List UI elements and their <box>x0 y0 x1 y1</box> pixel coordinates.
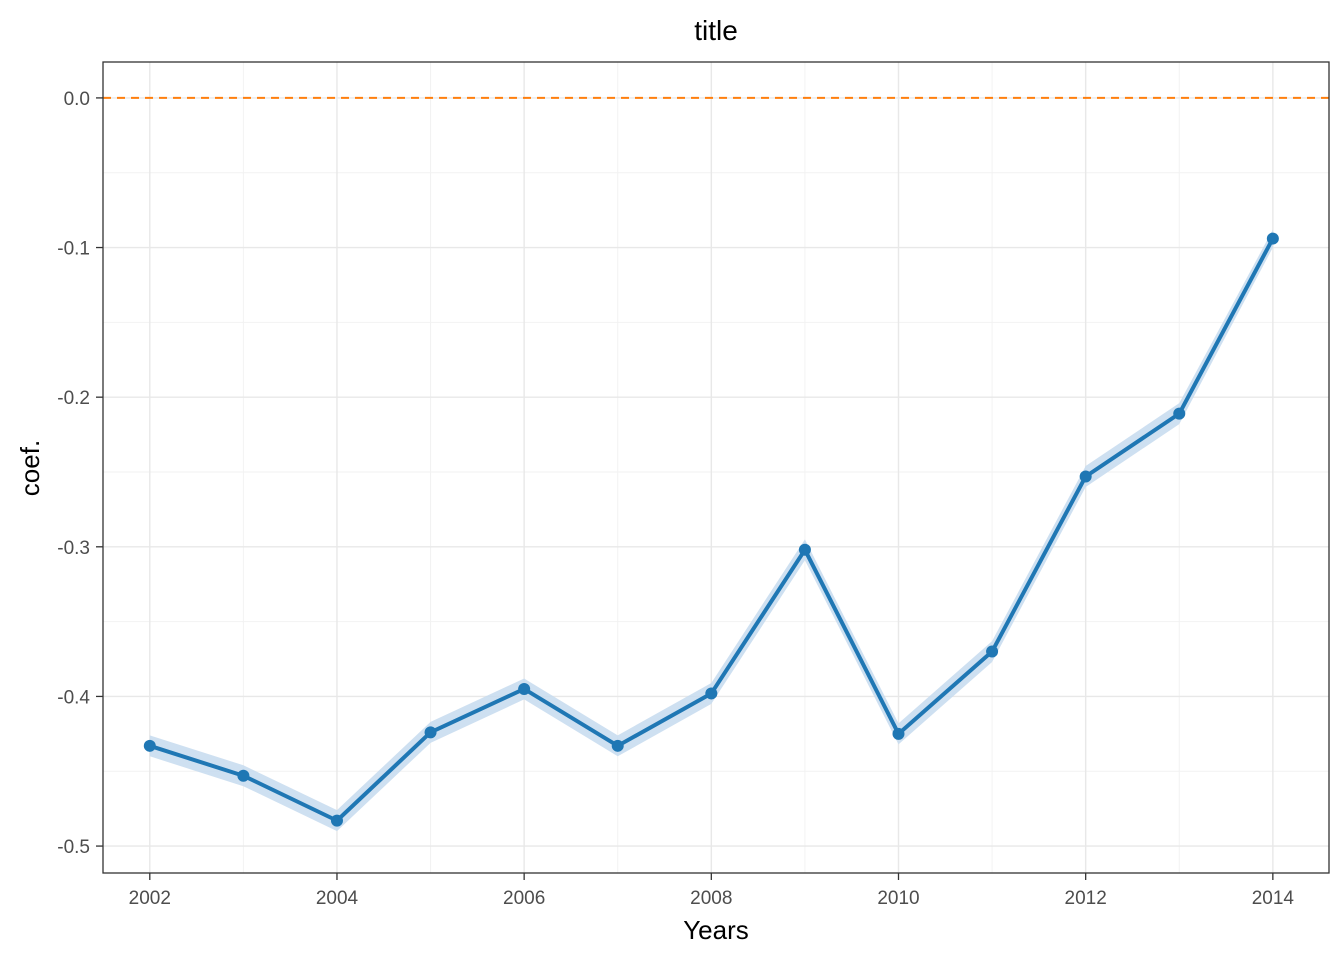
x-tick-label: 2008 <box>690 888 732 909</box>
plot-panel-border <box>102 61 1330 874</box>
data-point <box>705 687 718 700</box>
x-tick-label: 2012 <box>1065 888 1107 909</box>
data-points <box>143 232 1279 827</box>
y-axis-ticks: 0.0 -0.1 -0.2 -0.3 -0.4 -0.5 <box>57 89 103 858</box>
data-point <box>424 726 437 739</box>
x-tick-label: 2014 <box>1252 888 1295 909</box>
x-axis-ticks: 2002 2004 2006 2008 2010 2012 2014 <box>129 873 1295 909</box>
major-gridlines <box>103 62 1329 873</box>
y-tick-label: -0.1 <box>57 239 90 260</box>
data-point <box>518 682 531 695</box>
data-point <box>1173 407 1186 420</box>
x-tick-label: 2006 <box>503 888 545 909</box>
data-point <box>237 769 250 782</box>
data-point <box>1079 470 1092 483</box>
minor-gridlines <box>103 62 1329 873</box>
y-axis-title: coef. <box>15 440 45 496</box>
x-axis-title: Years <box>683 915 749 945</box>
data-point <box>330 814 343 827</box>
data-point <box>611 739 624 752</box>
data-point <box>798 543 811 556</box>
y-tick-label: -0.3 <box>57 538 90 559</box>
data-point <box>1266 232 1279 245</box>
data-point <box>143 739 156 752</box>
y-tick-label: -0.2 <box>57 388 90 409</box>
y-tick-label: 0.0 <box>64 89 90 110</box>
y-tick-label: -0.4 <box>57 687 90 708</box>
x-tick-label: 2002 <box>129 888 171 909</box>
x-tick-label: 2010 <box>877 888 919 909</box>
x-tick-label: 2004 <box>316 888 359 909</box>
y-tick-label: -0.5 <box>57 837 90 858</box>
chart-title: title <box>694 15 738 46</box>
data-point <box>892 727 905 740</box>
data-point <box>986 645 999 658</box>
